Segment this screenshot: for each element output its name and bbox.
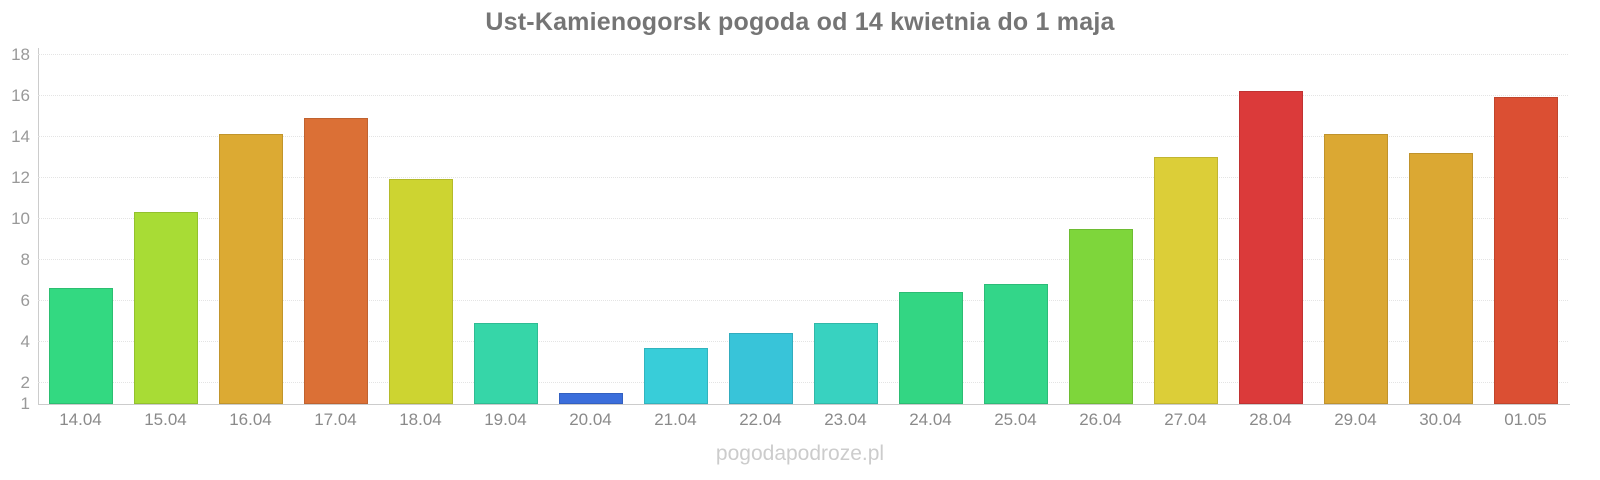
bar-20.04[interactable] xyxy=(559,392,623,404)
x-tick-label-01.05: 01.05 xyxy=(1504,410,1547,429)
y-tick-label-18: 18 xyxy=(11,45,30,64)
bar-16.04[interactable] xyxy=(219,134,283,404)
bar-01.05[interactable] xyxy=(1494,97,1558,404)
bar-21.04[interactable] xyxy=(644,347,708,404)
y-axis-line xyxy=(38,48,39,404)
bar-23.04[interactable] xyxy=(814,322,878,404)
x-tick-label-18.04: 18.04 xyxy=(399,410,442,429)
x-tick-label-19.04: 19.04 xyxy=(484,410,527,429)
bar-17.04[interactable] xyxy=(304,117,368,404)
x-tick-label-14.04: 14.04 xyxy=(59,410,102,429)
x-tick-label-17.04: 17.04 xyxy=(314,410,357,429)
gridline-8 xyxy=(38,259,1568,261)
gridline-4 xyxy=(38,341,1568,343)
y-tick-label-14: 14 xyxy=(11,127,30,147)
x-tick-label-28.04: 28.04 xyxy=(1249,410,1292,429)
chart-title: Ust-Kamienogorsk pogoda od 14 kwietnia d… xyxy=(485,8,1115,36)
x-tick-label-15.04: 15.04 xyxy=(144,410,187,429)
gridline-10 xyxy=(38,218,1568,220)
gridline-16 xyxy=(38,95,1568,97)
bar-28.04[interactable] xyxy=(1239,90,1303,404)
bar-22.04[interactable] xyxy=(729,333,793,404)
bar-24.04[interactable] xyxy=(899,292,963,404)
bar-14.04[interactable] xyxy=(49,288,113,404)
watermark: pogodapodroze.pl xyxy=(715,442,885,465)
y-tick-label-12: 12 xyxy=(11,168,30,188)
x-tick-label-30.04: 30.04 xyxy=(1419,410,1462,429)
y-tick-label-6: 6 xyxy=(20,291,30,311)
x-tick-label-26.04: 26.04 xyxy=(1079,410,1122,429)
x-tick-label-29.04: 29.04 xyxy=(1334,410,1377,429)
x-tick-label-24.04: 24.04 xyxy=(909,410,952,429)
x-tick-label-22.04: 22.04 xyxy=(739,410,782,429)
bar-25.04[interactable] xyxy=(984,283,1048,404)
gridline-6 xyxy=(38,300,1568,302)
gridline-12 xyxy=(38,177,1568,179)
bar-27.04[interactable] xyxy=(1154,156,1218,404)
x-tick-label-27.04: 27.04 xyxy=(1164,410,1207,429)
x-axis-line xyxy=(38,404,1570,405)
bar-30.04[interactable] xyxy=(1409,152,1473,404)
x-tick-label-23.04: 23.04 xyxy=(824,410,867,429)
x-tick-label-21.04: 21.04 xyxy=(654,410,697,429)
y-tick-label-8: 8 xyxy=(20,250,30,270)
bar-29.04[interactable] xyxy=(1324,134,1388,404)
gridline-18 xyxy=(38,54,1568,55)
gridline-2 xyxy=(38,382,1568,384)
y-tick-label-16: 16 xyxy=(11,86,30,106)
x-tick-label-20.04: 20.04 xyxy=(569,410,612,429)
y-tick-label-10: 10 xyxy=(11,209,30,229)
bar-19.04[interactable] xyxy=(474,322,538,404)
y-tick-label-4: 4 xyxy=(20,332,30,352)
bar-18.04[interactable] xyxy=(389,179,453,404)
y-tick-label-1: 1 xyxy=(20,394,30,413)
bar-15.04[interactable] xyxy=(134,212,198,404)
gridline-14 xyxy=(38,136,1568,138)
x-tick-label-16.04: 16.04 xyxy=(229,410,272,429)
bar-26.04[interactable] xyxy=(1069,228,1133,404)
x-tick-label-25.04: 25.04 xyxy=(994,410,1037,429)
y-tick-label-2: 2 xyxy=(20,373,30,393)
